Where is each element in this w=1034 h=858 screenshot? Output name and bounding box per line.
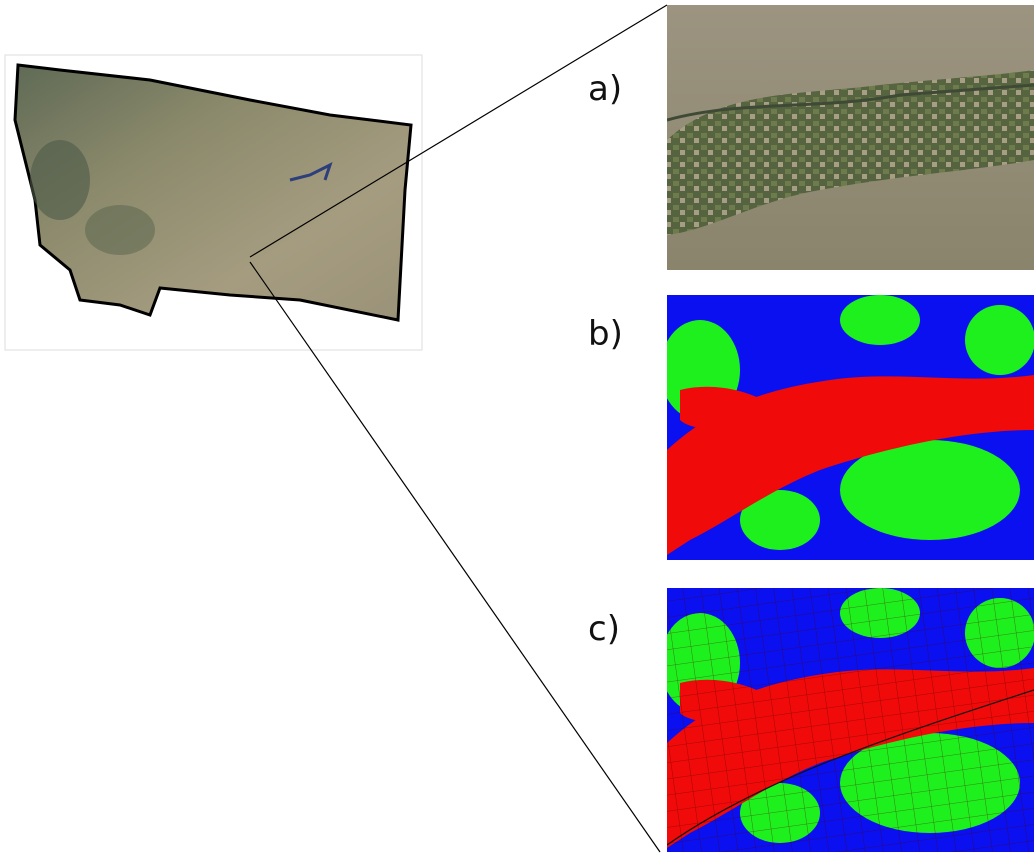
mountains [30, 140, 90, 220]
panel-label: a) [588, 69, 622, 109]
reservoir [289, 162, 333, 182]
panel-a [667, 5, 1034, 270]
zoom-line [249, 261, 661, 853]
mountains [85, 205, 155, 255]
state-map [13, 63, 413, 322]
panel-c [667, 588, 1034, 852]
zoom-line [249, 4, 668, 258]
panel-label: b) [588, 314, 623, 354]
panel-label: c) [588, 609, 620, 649]
panel-b [667, 295, 1034, 560]
